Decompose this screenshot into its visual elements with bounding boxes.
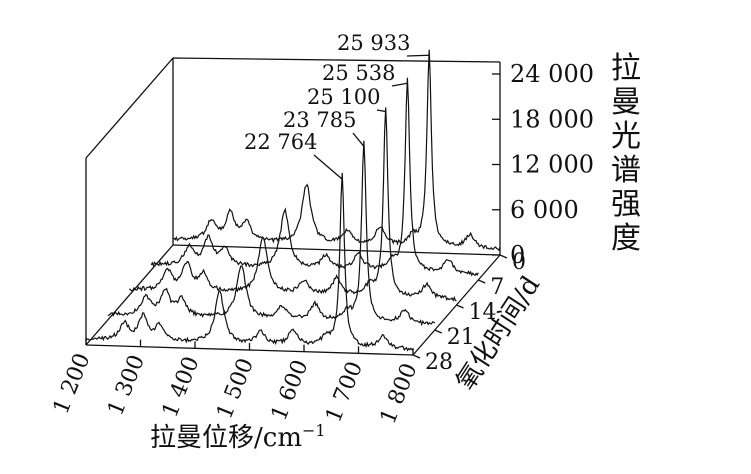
spectrum-traces [85,49,501,352]
y-tick-label: 12 000 [510,151,594,179]
peak-leader-day-0 [406,54,430,57]
peak-label-day-21: 23 785 [283,108,356,132]
peak-leader-day-21 [352,132,365,147]
x-tick-label: 1 800 [376,360,423,428]
x-tick-label: 1 200 [49,350,96,418]
day-tick-label: 7 [490,275,504,300]
y-tick-label: 6 000 [510,196,579,224]
spectrum-day-21 [107,140,436,327]
axes-frame [85,54,508,359]
x-tick-label: 1 400 [158,353,205,421]
y-axis-title-char: 度 [611,221,641,256]
y-axis-title-char: 谱 [611,153,641,188]
peak-leader-day-7 [391,82,408,87]
x-tick-label: 1 700 [321,358,368,426]
peak-label-day-14: 25 100 [307,85,380,109]
day-tick-mark [434,329,443,334]
x-tick-label: 1 600 [267,357,314,425]
y-axis-title-char: 强 [611,187,641,222]
spectrum-day-28 [85,172,414,352]
day-tick-label: 21 [447,325,475,350]
day-tick-mark [477,279,486,284]
peak-label-day-28: 22 764 [244,130,317,154]
peak-leader-day-14 [376,109,386,113]
day-tick-mark [456,304,464,309]
day-tick-label: 28 [425,350,453,375]
peak-leader-day-28 [313,154,343,180]
spectrum-day-7 [150,77,479,277]
y-axis-title-char: 光 [611,119,641,154]
y-axis-title-char: 曼 [611,85,641,120]
y-axis-title-char: 拉 [611,51,641,86]
spectrum-day-14 [129,107,457,302]
y-tick-label: 0 [510,241,525,269]
peak-label-day-0: 25 933 [337,31,410,55]
floor-back-edge [172,244,501,256]
x-axis-title: 拉曼位移/cm−1 [150,421,326,453]
peak-label-day-7: 25 538 [322,61,395,85]
y-tick-label: 18 000 [510,105,594,133]
x-tick-label: 1 300 [103,352,150,420]
floor-left-edge [85,244,174,346]
day-tick-label: 14 [469,300,497,325]
day-tick-mark [499,254,508,259]
top-edge [85,57,501,159]
y-tick-label: 24 000 [510,60,594,88]
spectrum-day-0 [173,49,501,252]
x-tick-label: 1 500 [212,355,259,423]
day-tick-mark [412,354,421,359]
day-tick-label: 0 [512,250,526,275]
